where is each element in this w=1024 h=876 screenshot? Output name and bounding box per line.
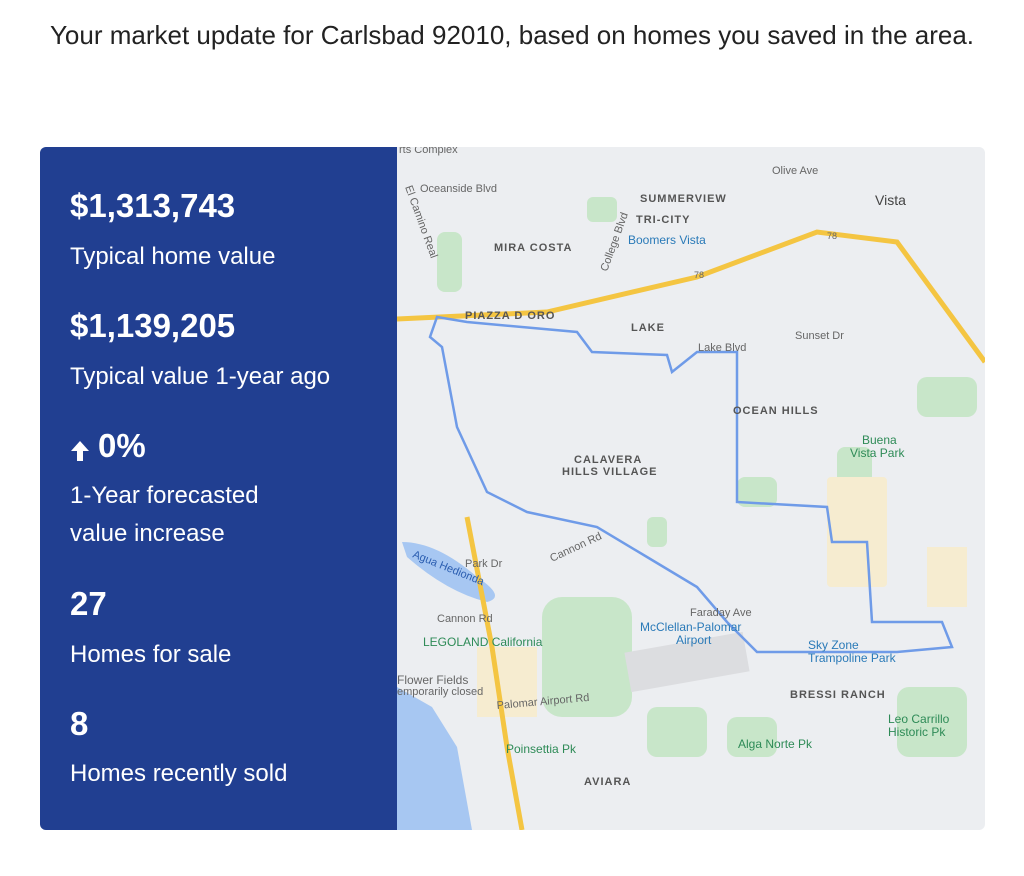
map-label: OCEAN HILLS xyxy=(733,405,819,417)
ocean xyxy=(397,687,472,830)
map-label: McClellan-Palomar xyxy=(640,620,741,634)
map-label: Poinsettia Pk xyxy=(506,742,577,756)
stat-label: Homes for sale xyxy=(70,641,232,668)
map-label: Boomers Vista xyxy=(628,233,706,247)
map-label: Oceanside Blvd xyxy=(420,183,497,195)
interstate-5 xyxy=(464,516,525,830)
map-label: rts Complex xyxy=(399,147,458,156)
map-label: Trampoline Park xyxy=(808,651,897,665)
map-label: Buena xyxy=(862,433,897,447)
up-arrow-icon xyxy=(71,441,89,461)
airport-area xyxy=(624,631,750,693)
map-label: Faraday Ave xyxy=(690,607,752,619)
header-text: Your market update for Carlsbad 92010, b… xyxy=(49,20,975,50)
map-label: Olive Ave xyxy=(772,165,818,177)
map-label: Cannon Rd xyxy=(437,613,493,625)
map-label: TRI-CITY xyxy=(636,214,690,226)
market-card: $1,313,743 Typical home value $1,139,205… xyxy=(40,147,985,830)
map-label: PIAZZA D ORO xyxy=(465,310,555,322)
parks xyxy=(437,197,977,757)
map-label: 78 xyxy=(694,270,704,280)
stat-value: $1,313,743 xyxy=(70,187,236,224)
map-label: AVIARA xyxy=(584,776,631,788)
map: rts Complex Oceanside Blvd SUMMERVIEW Ol… xyxy=(397,147,985,830)
stat-label: Homes recently sold xyxy=(70,760,288,787)
map-label: Park Dr xyxy=(465,558,503,570)
map-label: LAKE xyxy=(631,322,665,334)
map-label: Alga Norte Pk xyxy=(738,737,813,751)
map-label: MIRA COSTA xyxy=(494,242,572,254)
map-label: Leo Carrillo xyxy=(888,712,950,726)
areas xyxy=(477,477,967,717)
map-label: SUMMERVIEW xyxy=(640,193,727,205)
map-label: Sunset Dr xyxy=(795,330,844,342)
lagoon xyxy=(402,542,495,602)
stat-value: $1,139,205 xyxy=(70,307,236,344)
highway-78 xyxy=(397,229,985,364)
map-label: HILLS VILLAGE xyxy=(562,466,658,478)
zip-boundary xyxy=(428,315,954,654)
stat-value: 0% xyxy=(98,427,146,464)
map-label: Vista xyxy=(875,192,906,208)
map-label: Airport xyxy=(676,633,712,647)
map-label: BRESSI RANCH xyxy=(790,689,886,701)
stat-label: 1-Year forecasted value increase xyxy=(70,482,259,547)
stat-label: Typical home value xyxy=(70,243,276,270)
map-label: emporarily closed xyxy=(397,686,483,698)
map-label: 78 xyxy=(827,231,837,241)
map-label: Lake Blvd xyxy=(698,342,746,354)
map-label: LEGOLAND California xyxy=(423,635,543,649)
stats-panel: $1,313,743 Typical home value $1,139,205… xyxy=(40,147,397,830)
stat-value: 27 xyxy=(70,585,107,622)
map-label: Flower Fields xyxy=(397,673,468,687)
map-label: Vista Park xyxy=(850,446,905,460)
map-label: Historic Pk xyxy=(888,725,946,739)
map-label: CALAVERA xyxy=(574,454,642,466)
stat-label: Typical value 1-year ago xyxy=(70,363,331,390)
map-label: Sky Zone xyxy=(808,638,859,652)
stat-value: 8 xyxy=(70,705,89,742)
